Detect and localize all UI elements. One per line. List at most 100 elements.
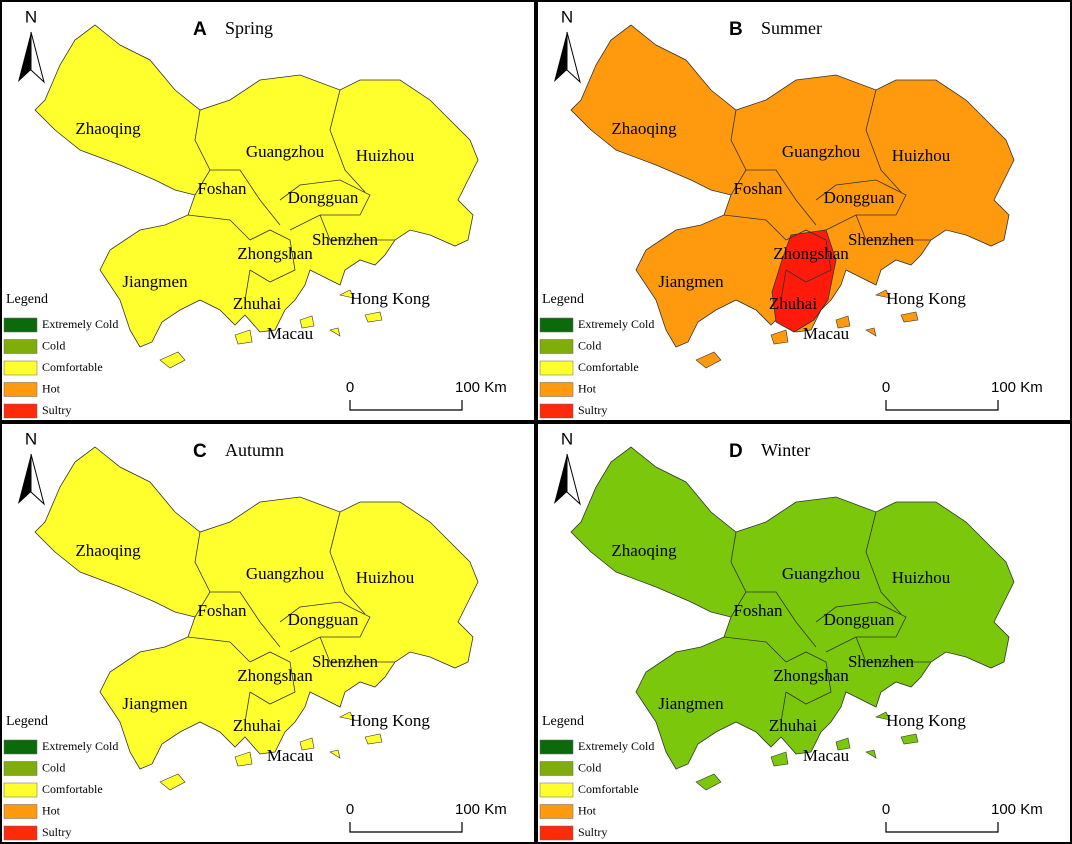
city-label: Zhongshan	[773, 244, 849, 263]
island	[364, 733, 383, 745]
legend-label: Cold	[42, 760, 65, 774]
city-boundary	[319, 214, 395, 241]
city-label: Guangzhou	[246, 142, 325, 161]
legend-swatch	[539, 403, 574, 419]
city-boundary	[194, 109, 211, 196]
legend-swatch	[3, 804, 38, 819]
city-label: Hong Kong	[886, 289, 966, 308]
scale-start: 0	[346, 801, 354, 818]
city-label: Dongguan	[824, 610, 895, 629]
city-boundary	[785, 651, 832, 705]
city-boundary	[249, 229, 296, 283]
city-label: Foshan	[197, 601, 247, 620]
map-panel: Zhaoqing Guangzhou Huizhou Foshan Dongguan Sh…	[536, 0, 1072, 422]
city-boundary	[723, 636, 787, 663]
legend-label: Extremely Cold	[42, 739, 118, 753]
city-boundary	[194, 531, 211, 618]
legend-swatch	[539, 761, 574, 776]
city-label: Zhuhai	[769, 294, 817, 313]
north-arrow-left	[554, 454, 567, 504]
scale-end: 100 Km	[991, 379, 1043, 396]
legend-swatch	[539, 382, 574, 397]
legend-label: Hot	[578, 803, 597, 817]
region-area	[34, 24, 479, 348]
city-label: Huizhou	[356, 568, 415, 587]
city-label: Foshan	[197, 179, 247, 198]
island	[339, 289, 355, 299]
north-arrow-left	[554, 32, 567, 82]
scale-end: 100 Km	[455, 379, 507, 396]
scale-bar	[349, 400, 463, 411]
legend-swatch	[539, 317, 574, 333]
panel-letter: D	[729, 441, 743, 462]
city-boundary	[855, 636, 931, 663]
legend-swatch	[539, 782, 574, 798]
panel-letter: C	[193, 441, 207, 462]
island	[299, 737, 315, 751]
city-label: Shenzhen	[312, 652, 379, 671]
north-label: N	[561, 7, 573, 26]
island	[695, 773, 722, 791]
panel-title: Winter	[761, 440, 810, 460]
city-label: Huizhou	[892, 146, 951, 165]
panel-title: Autumn	[225, 440, 284, 460]
map-panel: Zhaoqing Guangzhou Huizhou Foshan Dongguan Sh…	[0, 422, 536, 844]
legend-swatch	[539, 339, 574, 354]
legend-label: Extremely Cold	[578, 739, 654, 753]
city-label: Shenzhen	[312, 230, 379, 249]
legend-label: Comfortable	[578, 782, 639, 796]
island	[329, 327, 341, 337]
legend-label: Sultry	[42, 403, 71, 417]
island	[339, 711, 355, 721]
city-boundary	[249, 651, 296, 705]
legend-label: Sultry	[578, 825, 607, 839]
legend-title: Legend	[542, 292, 584, 307]
city-label: Jiangmen	[122, 694, 188, 713]
legend-swatch	[3, 403, 38, 419]
island	[159, 351, 186, 369]
legend-swatch	[3, 739, 38, 755]
city-label: Foshan	[733, 601, 783, 620]
legend-label: Sultry	[578, 403, 607, 417]
city-boundary	[244, 691, 251, 723]
city-boundary	[785, 229, 832, 283]
region-area	[570, 446, 1015, 770]
legend-label: Comfortable	[42, 782, 103, 796]
legend-label: Hot	[42, 803, 61, 817]
city-label: Macau	[267, 324, 314, 343]
legend-label: Comfortable	[578, 360, 639, 374]
city-label: Macau	[803, 746, 850, 765]
north-arrow-right	[30, 31, 45, 84]
city-label: Jiangmen	[122, 272, 188, 291]
city-label: Zhongshan	[773, 666, 849, 685]
city-label: Hong Kong	[886, 711, 966, 730]
north-label: N	[25, 7, 37, 26]
island	[299, 315, 315, 329]
city-label: Zhuhai	[233, 294, 281, 313]
city-label: Zhongshan	[237, 666, 313, 685]
city-label: Guangzhou	[782, 564, 861, 583]
city-boundary	[187, 636, 251, 663]
island	[875, 711, 891, 721]
legend-title: Legend	[542, 714, 584, 729]
legend-title: Legend	[6, 292, 48, 307]
city-label: Zhuhai	[769, 716, 817, 735]
city-boundary	[723, 214, 787, 241]
legend-swatch	[3, 339, 38, 354]
legend-swatch	[539, 804, 574, 819]
city-label: Jiangmen	[658, 694, 724, 713]
legend-label: Comfortable	[42, 360, 103, 374]
legend-label: Cold	[578, 760, 601, 774]
panel-letter: A	[193, 19, 207, 40]
panel-title: Summer	[761, 18, 822, 38]
city-label: Dongguan	[288, 188, 359, 207]
scale-end: 100 Km	[455, 801, 507, 818]
island	[865, 327, 877, 337]
region-area	[570, 24, 1015, 348]
city-label: Zhaoqing	[611, 119, 677, 138]
legend-label: Sultry	[42, 825, 71, 839]
island	[770, 329, 789, 345]
region-area	[34, 446, 479, 770]
legend-swatch	[3, 360, 38, 376]
city-label: Huizhou	[356, 146, 415, 165]
